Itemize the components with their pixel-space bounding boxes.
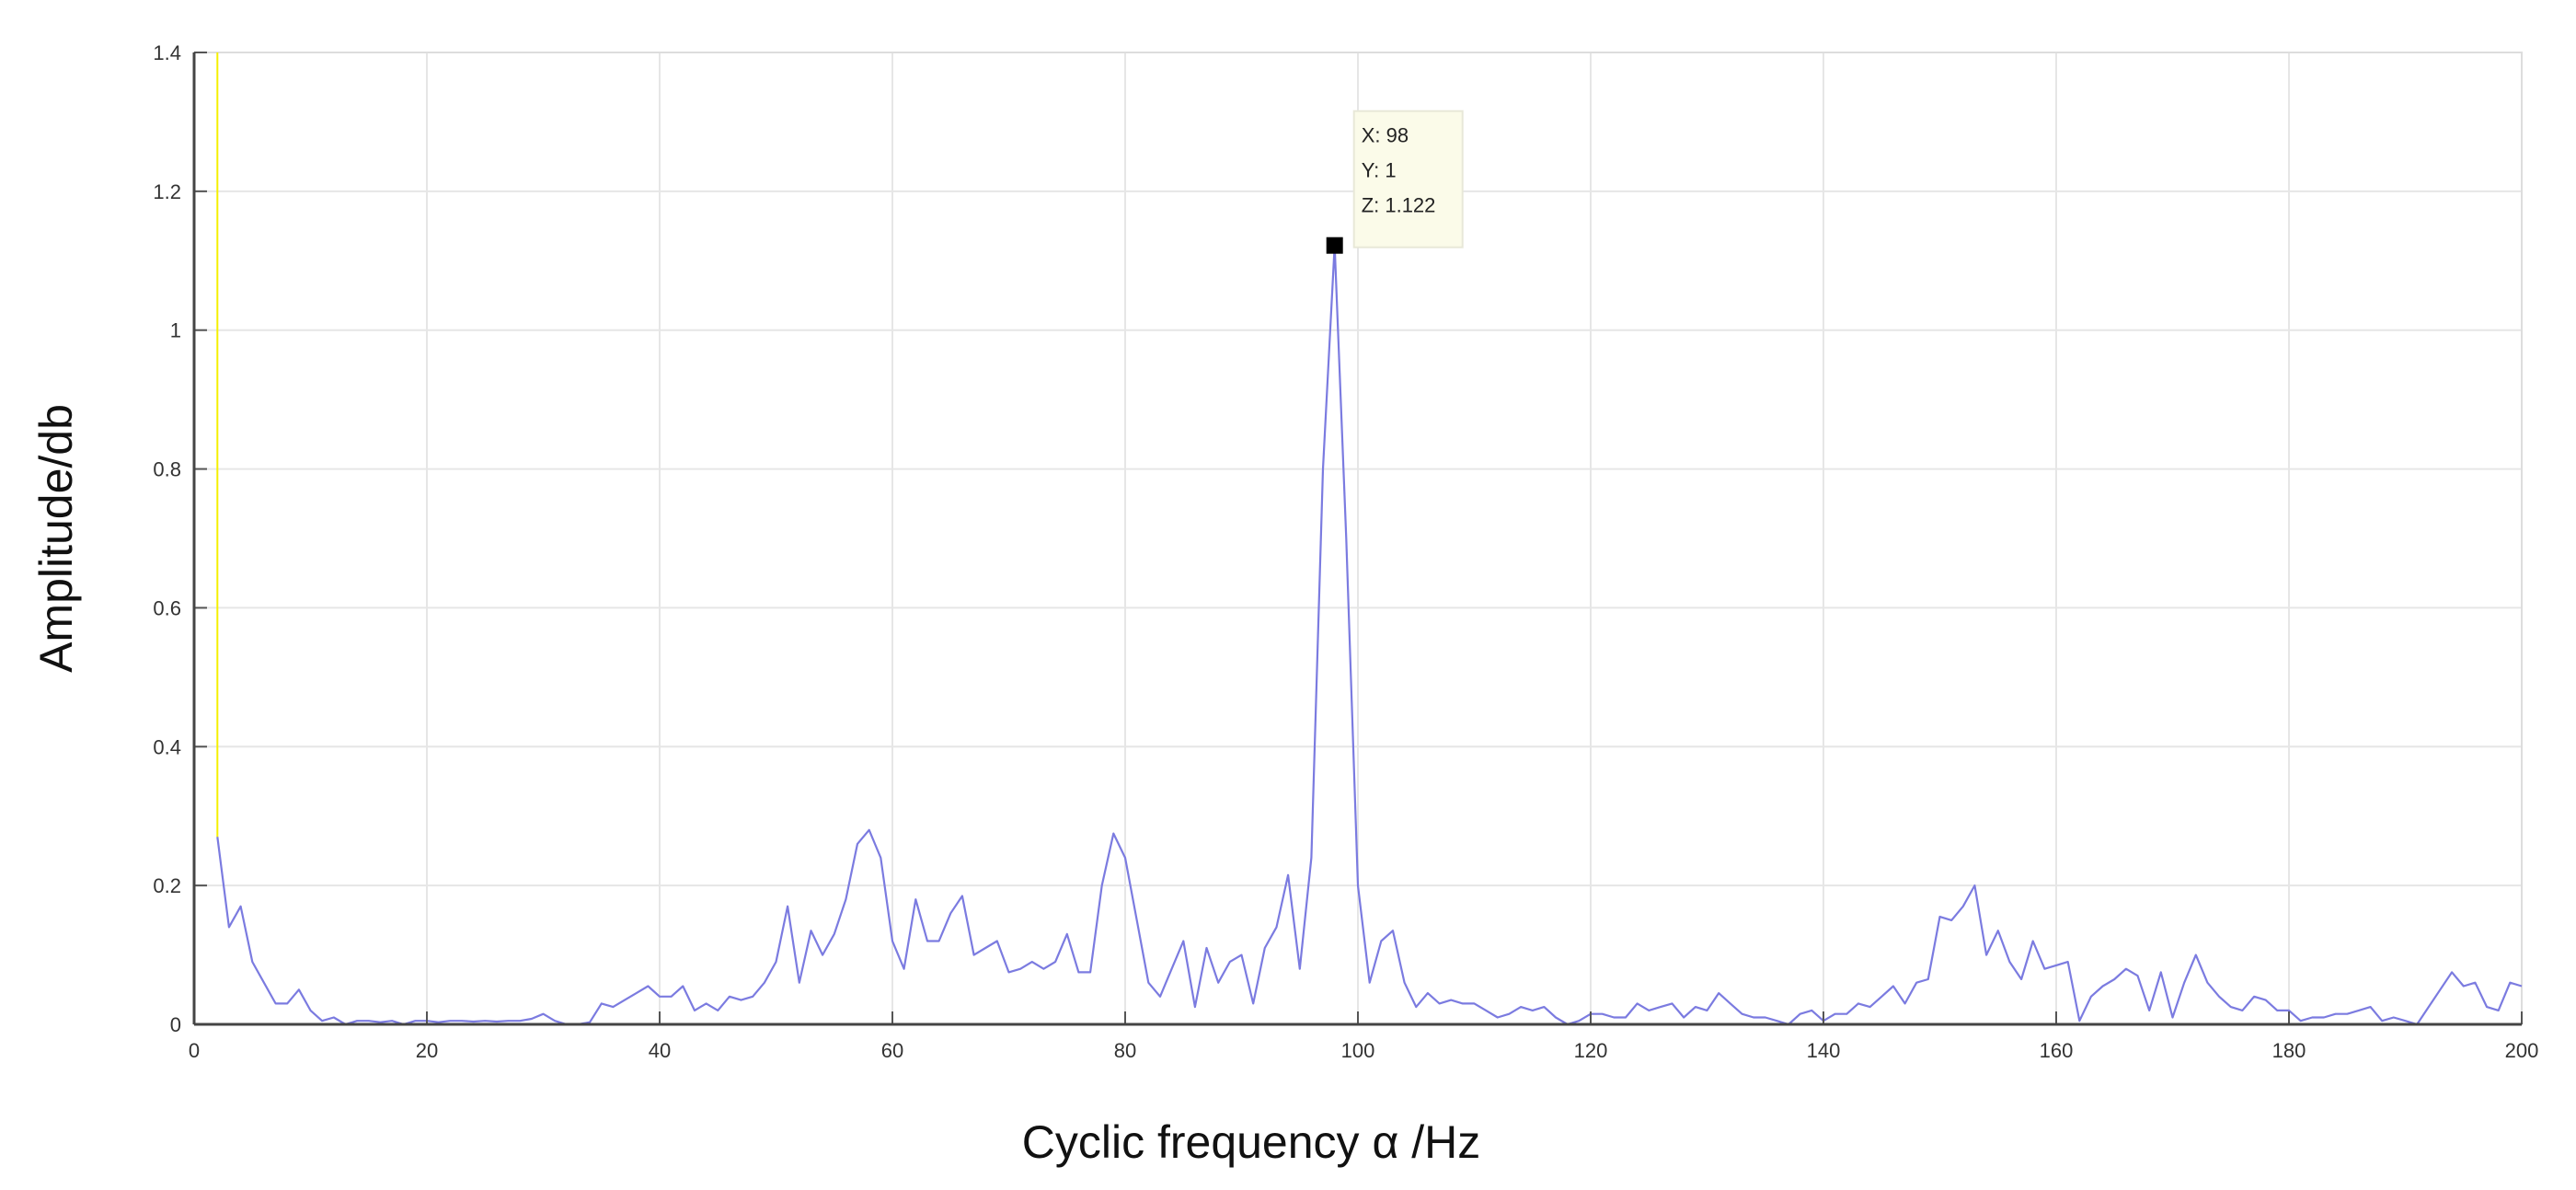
y-tick-label: 1 — [170, 319, 181, 342]
x-tick-label: 140 — [1807, 1039, 1841, 1062]
datatip-box — [1352, 110, 1464, 248]
y-tick-label: 1.2 — [153, 180, 181, 203]
x-tick-label: 40 — [649, 1039, 671, 1062]
x-tick-label: 120 — [1574, 1039, 1608, 1062]
x-tick-label: 200 — [2505, 1039, 2539, 1062]
series-group — [216, 244, 2523, 1026]
x-tick-label: 20 — [416, 1039, 438, 1062]
datatip[interactable]: X: 98 Y: 1 Z: 1.122 — [1326, 110, 1464, 254]
x-axis-label: Cyclic frequency α /Hz — [1022, 1116, 1481, 1168]
y-axis-label: Amplitude/db — [30, 404, 82, 673]
datatip-line: Z: 1.122 — [1362, 194, 1436, 217]
x-tick-label: 60 — [881, 1039, 903, 1062]
datatip-line: Y: 1 — [1362, 159, 1397, 182]
series-line — [216, 244, 2523, 1026]
y-tick-label: 1.4 — [153, 41, 181, 64]
y-tick-label: 0.2 — [153, 874, 181, 897]
x-tick-label: 80 — [1114, 1039, 1136, 1062]
x-tick-label: 180 — [2272, 1039, 2306, 1062]
x-tick-label: 100 — [1341, 1039, 1375, 1062]
y-tick-label: 0 — [170, 1013, 181, 1036]
y-tick-label: 0.4 — [153, 735, 181, 758]
datatip-line: X: 98 — [1362, 124, 1409, 147]
datatip-marker — [1326, 237, 1343, 254]
y-tick-label: 0.8 — [153, 458, 181, 481]
axes: 0 20 40 60 80 100 120 140 160 180 200 0 0.2 0.4 0.6 0.8… — [153, 41, 2538, 1062]
y-tick-label: 0.6 — [153, 596, 181, 619]
x-tick-label: 0 — [189, 1039, 200, 1062]
x-tick-label: 160 — [2040, 1039, 2074, 1062]
